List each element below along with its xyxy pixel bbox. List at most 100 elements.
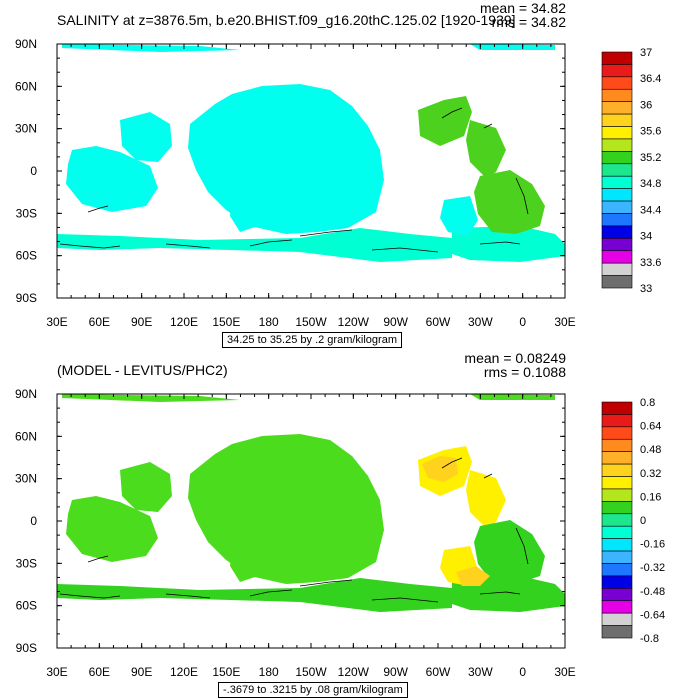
contour-line: [371, 597, 439, 603]
colorbar-label: 34: [640, 231, 652, 243]
x-tick-label: 60W: [426, 665, 451, 679]
salinity-panel: SALINITY at z=3876.5m, b.e20.BHIST.f09_g…: [15, 0, 661, 348]
colorbar-swatch: [601, 600, 633, 614]
y-tick-label: 30S: [16, 206, 37, 220]
tasman-region: [230, 190, 262, 232]
colorbar-swatch: [601, 625, 633, 639]
colorbar-swatch: [601, 563, 633, 577]
x-tick-label: 30E: [46, 315, 67, 329]
colorbar-swatch: [601, 513, 633, 527]
colorbar-swatch: [601, 488, 633, 502]
colorbar-swatch: [601, 238, 633, 252]
contour-line: [483, 123, 493, 129]
colorbar-label: 34.4: [640, 204, 661, 216]
south-atlantic-shelf-region: [440, 196, 478, 236]
pacific-ocean-region: [188, 434, 384, 584]
colorbar-label: 0.48: [640, 444, 661, 456]
colorbar-label: 0.16: [640, 491, 661, 503]
x-tick-label: 60W: [426, 315, 451, 329]
contour-line: [479, 591, 521, 595]
x-tick-label: 120W: [338, 315, 370, 329]
contour-line: [165, 243, 211, 249]
arctic-ocean-region: [62, 394, 240, 402]
contour-line: [441, 107, 463, 119]
colorbar-swatch: [601, 225, 633, 239]
south-atlantic-region: [474, 170, 545, 234]
x-tick-label: 90E: [131, 315, 152, 329]
positive-anomaly-region: [456, 566, 490, 586]
pacific-ocean-region: [188, 84, 384, 234]
x-tick-label: 30E: [46, 665, 67, 679]
colorbar-label: 37: [640, 47, 652, 59]
x-tick-label: 120W: [338, 665, 370, 679]
colorbar-swatch: [601, 414, 633, 428]
southern-ocean-region: [452, 226, 565, 262]
x-tick-label: 150E: [212, 665, 240, 679]
contour-line: [165, 593, 211, 599]
x-tick-label: 0: [519, 665, 526, 679]
colorbar-swatch: [601, 401, 633, 415]
rms-label: rms = 0.1088: [483, 364, 566, 380]
x-tick-label: 150W: [295, 665, 327, 679]
x-tick-label: 60E: [89, 665, 110, 679]
colorbar-swatch: [601, 262, 633, 276]
colorbar-swatch: [601, 163, 633, 177]
colorbar-swatch: [601, 126, 633, 140]
colorbar-swatch: [601, 64, 633, 78]
y-tick-label: 60S: [16, 249, 37, 263]
x-tick-label: 120E: [170, 665, 198, 679]
x-tick-label: 150W: [295, 315, 327, 329]
y-tick-label: 60N: [15, 79, 37, 93]
colorbar-swatch: [601, 188, 633, 202]
y-tick-label: 30N: [15, 122, 37, 136]
colorbar-label: 35.2: [640, 152, 661, 164]
x-tick-label: 30E: [554, 315, 575, 329]
indian-ocean-region: [66, 146, 158, 212]
colorbar-swatch: [601, 550, 633, 564]
difference-panel: (MODEL - LEVITUS/PHC2) mean = 0.08249 rm…: [0, 350, 700, 700]
colorbar-swatch: [601, 101, 633, 115]
contour-line: [515, 177, 529, 215]
colorbar-swatch: [601, 76, 633, 90]
colorbar-swatch: [601, 588, 633, 602]
y-tick-label: 0: [30, 164, 37, 178]
colorbar-label: 0.8: [640, 397, 655, 409]
indian-ocean-region: [120, 112, 172, 162]
y-tick-label: 30S: [16, 556, 37, 570]
x-tick-label: 150E: [212, 315, 240, 329]
colorbar-swatch: [601, 476, 633, 490]
colorbar-label: 36.4: [640, 73, 661, 85]
colorbar-swatch: [601, 151, 633, 165]
colorbar-swatch: [601, 175, 633, 189]
contour-line: [87, 555, 109, 563]
contour-line: [249, 239, 293, 247]
panel-title: (MODEL - LEVITUS/PHC2): [57, 362, 228, 378]
contour-line: [59, 593, 121, 599]
colorbar-label: 36: [640, 99, 652, 111]
x-tick-label: 120E: [170, 315, 198, 329]
colorbar-label: 0.32: [640, 468, 661, 480]
colorbar-label: 0: [640, 515, 646, 527]
colorbar-swatch: [601, 612, 633, 626]
contour-line: [479, 241, 521, 245]
north-atlantic-region: [418, 96, 472, 146]
x-tick-label: 30W: [468, 315, 493, 329]
y-tick-label: 90N: [15, 387, 37, 401]
colorbar-swatch: [601, 51, 633, 65]
colorbar-label: -0.16: [640, 539, 665, 551]
contour-line: [299, 229, 353, 237]
x-tick-label: 30E: [554, 665, 575, 679]
tasman-region: [230, 540, 262, 582]
colorbar-swatch: [601, 501, 633, 515]
arctic-ocean-region: [470, 394, 555, 400]
y-tick-label: 90S: [16, 291, 37, 305]
panel-title: SALINITY at z=3876.5m, b.e20.BHIST.f09_g…: [57, 12, 516, 28]
rms-label: rms = 34.82: [491, 14, 566, 30]
x-tick-label: 60E: [89, 315, 110, 329]
x-tick-label: 90W: [383, 665, 408, 679]
colorbar-label: 35.6: [640, 126, 661, 138]
arctic-ocean-region: [62, 44, 240, 52]
x-tick-label: 30W: [468, 665, 493, 679]
colorbar-swatch: [601, 275, 633, 289]
y-tick-label: 90N: [15, 37, 37, 51]
